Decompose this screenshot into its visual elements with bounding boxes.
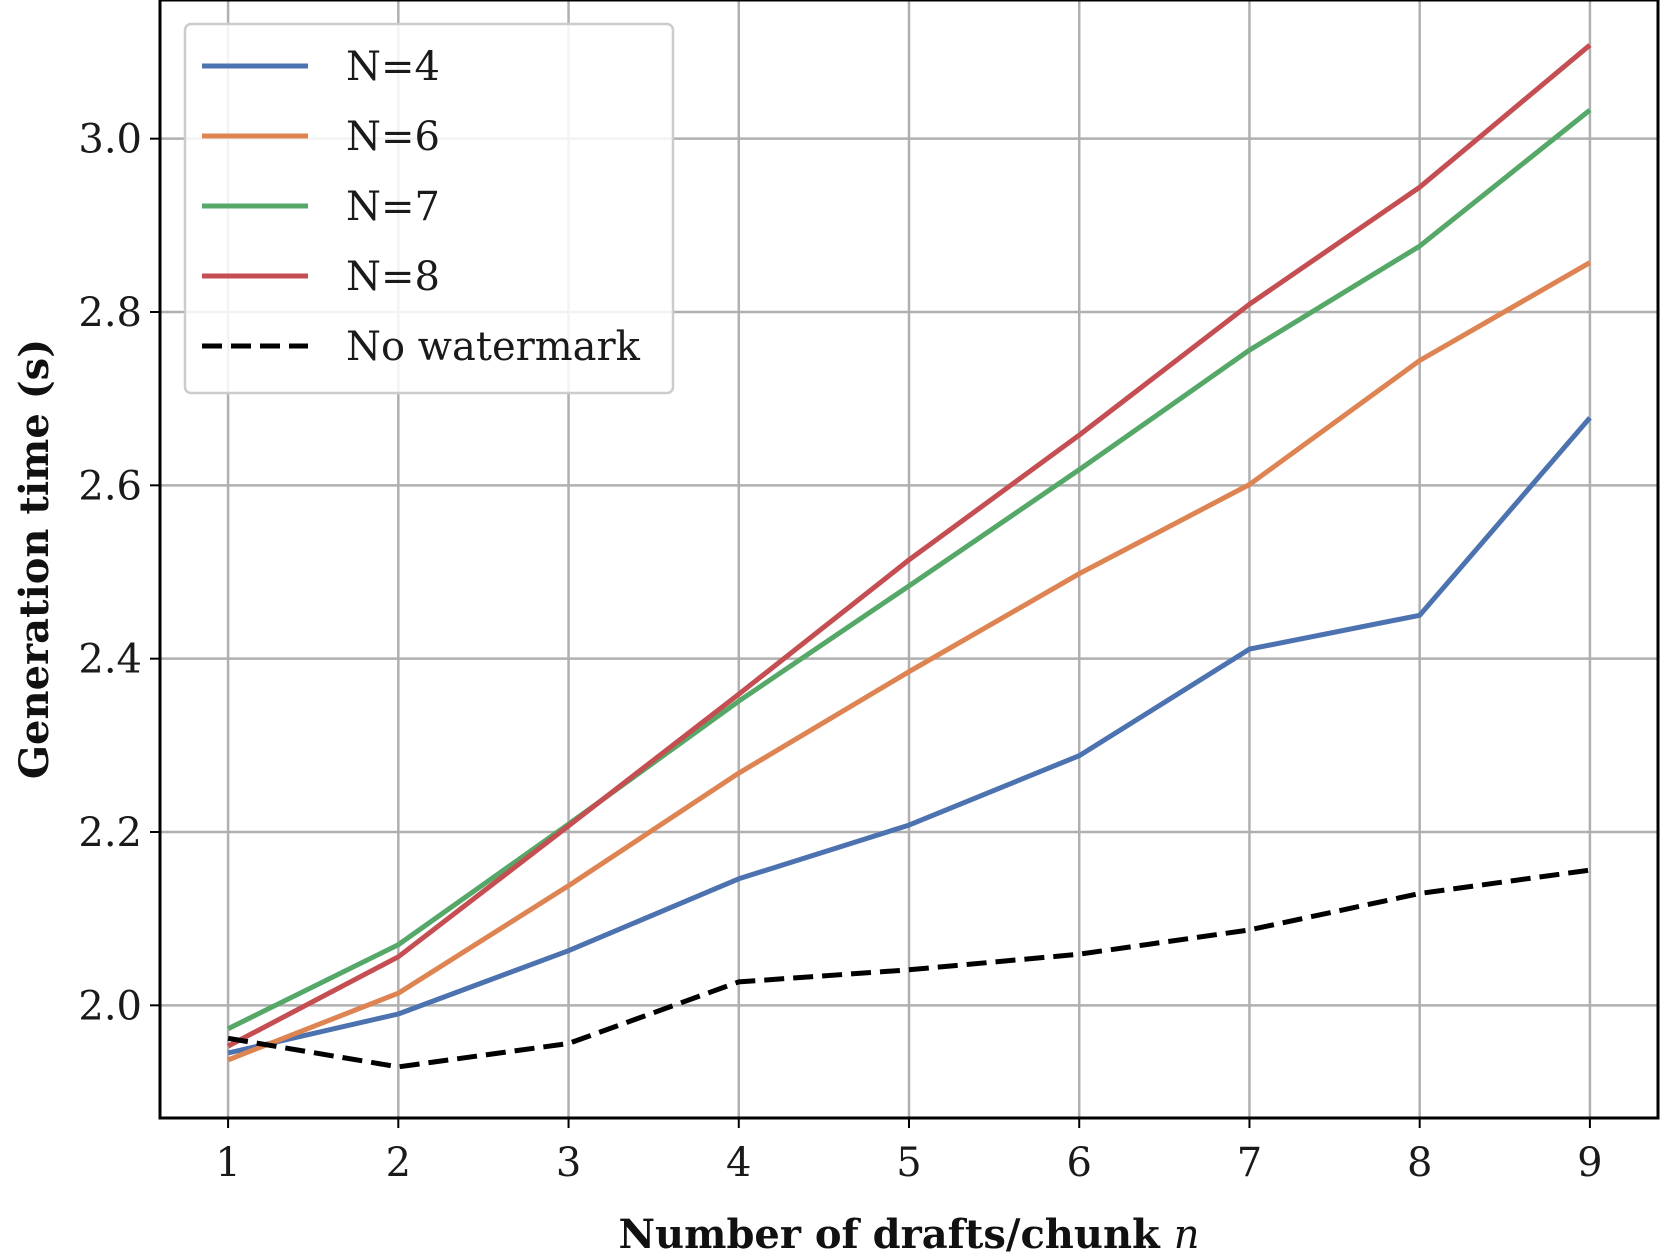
x-tick-label: 2 [386, 1140, 411, 1186]
x-tick-label: 5 [896, 1140, 921, 1186]
x-tick-label: 4 [726, 1140, 751, 1186]
y-tick-label: 2.0 [78, 983, 142, 1029]
x-tick-label: 8 [1407, 1140, 1432, 1186]
y-tick-label: 2.8 [78, 290, 142, 336]
legend-label-n-8: N=8 [346, 254, 440, 300]
x-tick-label: 1 [215, 1140, 240, 1186]
series-line-no-watermark [227, 867, 1591, 1070]
x-tick-label: 9 [1577, 1140, 1602, 1186]
legend-label-n-4: N=4 [346, 44, 440, 90]
y-axis-ticks: 2.0 2.2 2.4 2.6 2.8 3.0 [78, 117, 160, 1029]
y-axis-title: Generation time (s) [11, 339, 58, 779]
x-tick-label: 7 [1237, 1140, 1262, 1186]
x-axis-title: Number of drafts/chunk n [618, 1211, 1199, 1258]
x-axis-title-text: Number of drafts/chunk [618, 1211, 1161, 1258]
series-line-n-7 [226, 108, 1592, 1031]
series-lines [226, 43, 1592, 1070]
legend-label-no-watermark: No watermark [346, 324, 641, 370]
x-axis-ticks: 1 2 3 4 5 6 7 8 9 [215, 1118, 1603, 1186]
series-line-n-6 [227, 260, 1592, 1063]
x-axis-variable: n [1174, 1212, 1200, 1258]
x-tick-label: 6 [1067, 1140, 1092, 1186]
series-line-n-4 [227, 416, 1592, 1056]
series-line-n-8 [226, 43, 1592, 1049]
legend-label-n-7: N=7 [346, 184, 440, 230]
legend-label-n-6: N=6 [346, 114, 440, 160]
y-tick-label: 2.4 [78, 637, 142, 683]
x-tick-label: 3 [556, 1140, 581, 1186]
y-tick-label: 3.0 [78, 117, 142, 163]
y-tick-label: 2.6 [78, 463, 142, 509]
legend-box [183, 22, 675, 395]
legend: N=4 N=6 N=7 N=8 No watermark [183, 22, 675, 395]
y-tick-label: 2.2 [78, 810, 142, 856]
